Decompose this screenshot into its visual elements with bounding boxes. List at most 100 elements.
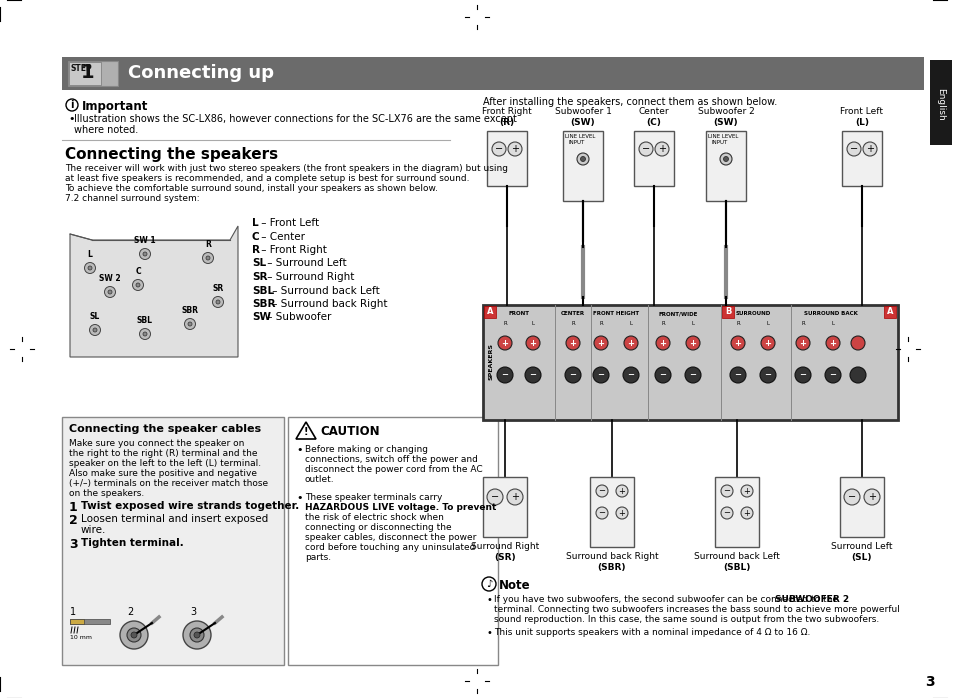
- Text: – Front Left: – Front Left: [257, 218, 318, 228]
- Text: Surround Left: Surround Left: [830, 542, 892, 551]
- Text: disconnect the power cord from the AC: disconnect the power cord from the AC: [305, 465, 482, 474]
- Text: +: +: [734, 339, 740, 348]
- Text: (SBR): (SBR): [598, 563, 625, 572]
- Circle shape: [88, 266, 91, 270]
- Circle shape: [486, 489, 502, 505]
- Text: FRONT: FRONT: [508, 311, 529, 316]
- Circle shape: [193, 632, 200, 638]
- Text: These speaker terminals carry: These speaker terminals carry: [305, 493, 442, 502]
- Polygon shape: [295, 422, 315, 439]
- Text: −: −: [828, 371, 836, 380]
- Bar: [841, 131, 882, 186]
- Text: +: +: [865, 144, 873, 154]
- Text: – Surround back Left: – Surround back Left: [269, 285, 379, 295]
- Circle shape: [720, 485, 732, 497]
- Circle shape: [188, 322, 192, 326]
- Bar: [840, 477, 883, 537]
- Text: +: +: [529, 339, 536, 348]
- Text: R: R: [736, 321, 740, 326]
- Text: SURROUND BACK: SURROUND BACK: [803, 311, 857, 316]
- Text: – Surround Left: – Surround Left: [263, 258, 346, 269]
- Text: Loosen terminal and insert exposed: Loosen terminal and insert exposed: [81, 514, 268, 524]
- Circle shape: [740, 507, 752, 519]
- Bar: [62, 417, 284, 665]
- Text: +: +: [763, 339, 771, 348]
- Circle shape: [622, 367, 639, 383]
- Text: L: L: [691, 321, 694, 326]
- Text: speaker cables, disconnect the power: speaker cables, disconnect the power: [305, 533, 476, 542]
- Text: – Surround Right: – Surround Right: [263, 272, 354, 282]
- Text: 1: 1: [81, 63, 94, 82]
- Text: A: A: [486, 308, 493, 316]
- Text: Make sure you connect the speaker on: Make sure you connect the speaker on: [69, 439, 244, 448]
- Text: −: −: [641, 144, 649, 154]
- Text: SURROUND: SURROUND: [735, 311, 770, 316]
- Text: Front Right: Front Right: [481, 107, 532, 116]
- Circle shape: [139, 329, 151, 339]
- Text: −: −: [849, 144, 857, 154]
- Circle shape: [143, 332, 147, 336]
- Text: INPUT: INPUT: [711, 140, 727, 145]
- Text: (R): (R): [499, 118, 514, 127]
- Text: (SBL): (SBL): [722, 563, 750, 572]
- Circle shape: [655, 367, 670, 383]
- Text: +: +: [689, 339, 696, 348]
- Text: LINE LEVEL: LINE LEVEL: [564, 134, 595, 139]
- Text: −: −: [722, 487, 730, 496]
- Bar: [562, 131, 602, 201]
- Circle shape: [760, 336, 774, 350]
- Text: −: −: [763, 371, 771, 380]
- Circle shape: [616, 507, 627, 519]
- Circle shape: [794, 367, 810, 383]
- Text: This unit supports speakers with a nominal impedance of 4 Ω to 16 Ω.: This unit supports speakers with a nomin…: [494, 628, 809, 637]
- Text: R: R: [502, 321, 506, 326]
- Text: •: •: [295, 493, 302, 503]
- Text: +: +: [828, 339, 836, 348]
- Text: SW 2: SW 2: [99, 274, 121, 283]
- Circle shape: [132, 279, 143, 290]
- Circle shape: [131, 632, 137, 638]
- Circle shape: [85, 262, 95, 274]
- Bar: [482, 477, 526, 537]
- Bar: [634, 131, 673, 186]
- Text: −: −: [734, 371, 740, 380]
- Text: +: +: [799, 339, 805, 348]
- Text: Tighten terminal.: Tighten terminal.: [81, 538, 184, 548]
- Text: Subwoofer 2: Subwoofer 2: [697, 107, 754, 116]
- Circle shape: [524, 367, 540, 383]
- Text: HAZARDOUS LIVE voltage. To prevent: HAZARDOUS LIVE voltage. To prevent: [305, 503, 496, 512]
- Circle shape: [849, 367, 865, 383]
- Text: 3: 3: [69, 538, 77, 551]
- Circle shape: [183, 621, 211, 649]
- Circle shape: [862, 142, 876, 156]
- Text: – Subwoofer: – Subwoofer: [263, 313, 331, 322]
- Text: R: R: [205, 240, 211, 249]
- Circle shape: [596, 485, 607, 497]
- Text: L: L: [531, 321, 534, 326]
- Text: L: L: [252, 218, 258, 228]
- Text: +: +: [511, 492, 518, 502]
- Circle shape: [105, 286, 115, 297]
- Bar: [721, 306, 733, 318]
- Text: −: −: [597, 371, 604, 380]
- Bar: [929, 60, 951, 145]
- Circle shape: [507, 142, 521, 156]
- Text: 1: 1: [69, 501, 77, 514]
- Text: R: R: [252, 245, 260, 255]
- Text: L: L: [629, 321, 632, 326]
- Text: R: R: [660, 321, 664, 326]
- Text: The receiver will work with just two stereo speakers (the front speakers in the : The receiver will work with just two ste…: [65, 164, 507, 173]
- Text: −: −: [689, 371, 696, 380]
- Text: SBL: SBL: [137, 316, 152, 325]
- Text: R: R: [571, 321, 575, 326]
- Circle shape: [577, 153, 588, 165]
- Text: SW 1: SW 1: [134, 236, 155, 245]
- Text: – Center: – Center: [257, 232, 304, 242]
- Circle shape: [525, 336, 539, 350]
- Text: outlet.: outlet.: [305, 475, 335, 484]
- Circle shape: [108, 290, 112, 294]
- Text: C: C: [252, 232, 259, 242]
- Circle shape: [795, 336, 809, 350]
- Text: SL: SL: [252, 258, 266, 269]
- Text: Important: Important: [82, 100, 149, 113]
